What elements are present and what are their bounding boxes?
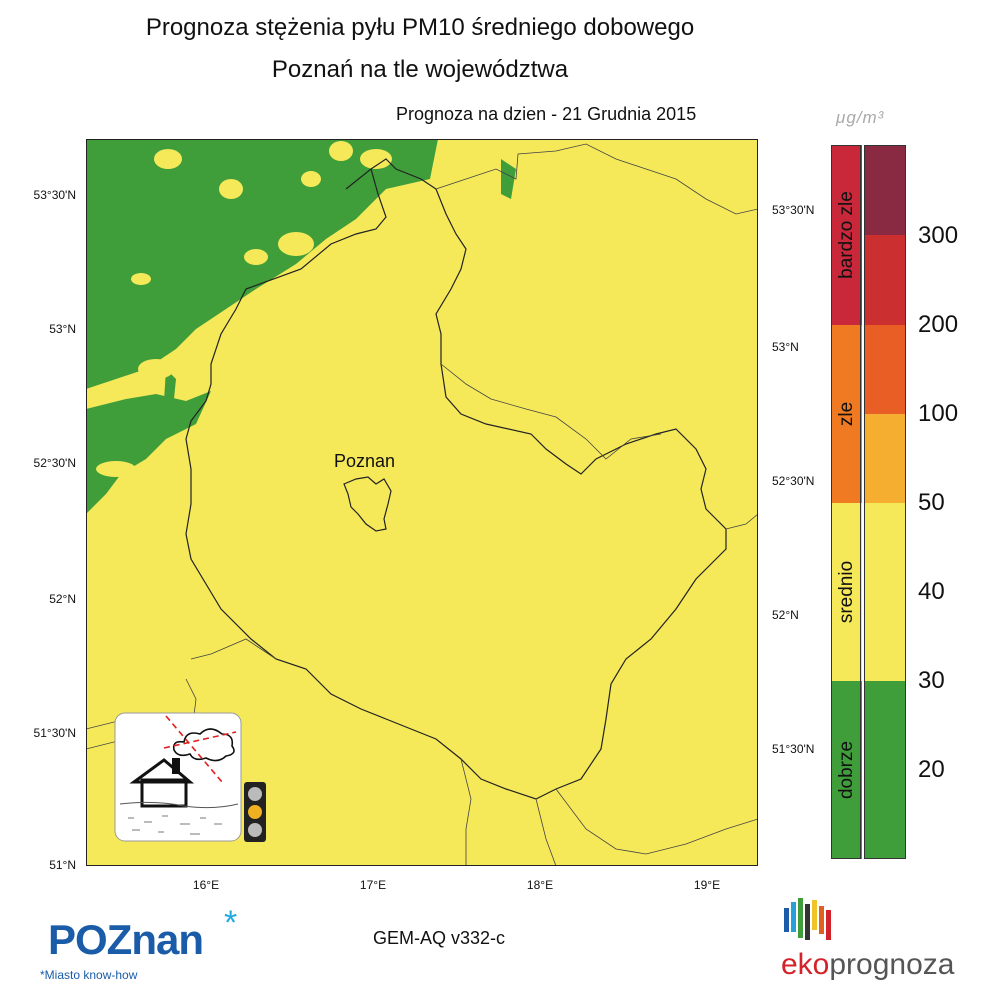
scale-segment bbox=[865, 325, 905, 414]
ekoprognoza-bars-icon bbox=[784, 898, 831, 940]
scale-segment bbox=[865, 681, 905, 859]
neighbor-border bbox=[435, 143, 758, 215]
poznan-tagline: *Miasto know-how bbox=[40, 968, 138, 982]
unit-label: μg/m³ bbox=[836, 108, 885, 127]
neighbor-border bbox=[555, 788, 758, 855]
lat-label-right: 52°N bbox=[772, 608, 799, 622]
voivodeship-border bbox=[185, 158, 727, 800]
neighbor-border bbox=[440, 363, 662, 460]
scale-tick: 100 bbox=[918, 400, 959, 427]
yellow-hole bbox=[131, 273, 151, 285]
map-frame bbox=[86, 139, 758, 866]
lat-label-left: 52°N bbox=[49, 592, 76, 606]
scale-tick: 40 bbox=[918, 578, 945, 605]
scale-segment bbox=[865, 503, 905, 681]
forecast-date: Prognoza na dzien - 21 Grudnia 2015 bbox=[396, 104, 697, 124]
scale-tick: 300 bbox=[918, 222, 959, 249]
lat-label-left: 52°30'N bbox=[33, 456, 76, 470]
lat-label-left: 51°30'N bbox=[33, 726, 76, 740]
neighbor-border bbox=[725, 513, 758, 530]
chart-subtitle: Poznań na tle województwa bbox=[271, 56, 569, 83]
yellow-hole bbox=[138, 359, 174, 379]
model-label: GEM-AQ v332-c bbox=[373, 928, 506, 948]
city-label: Poznan bbox=[334, 451, 395, 471]
smog-icon bbox=[114, 712, 266, 842]
green-patch-ne bbox=[501, 159, 516, 199]
legend-category-very-bad: bardzo zle bbox=[832, 145, 862, 325]
scale-segment bbox=[865, 235, 905, 325]
lat-label-right: 53°N bbox=[772, 340, 799, 354]
scale-tick: 200 bbox=[918, 311, 959, 338]
green-patch-w bbox=[164, 369, 176, 401]
lon-label: 19°E bbox=[693, 878, 721, 892]
yellow-hole bbox=[96, 461, 136, 477]
scale-tick: 20 bbox=[918, 756, 945, 783]
yellow-hole bbox=[329, 141, 353, 161]
lon-label: 16°E bbox=[192, 878, 220, 892]
lat-label-left: 53°N bbox=[49, 322, 76, 336]
scale-segment bbox=[865, 414, 905, 503]
chart-title: Prognoza stężenia pyłu PM10 średniego do… bbox=[145, 14, 695, 41]
legend-category-bad: zle bbox=[832, 325, 862, 503]
legend-category-good: dobrze bbox=[832, 681, 862, 859]
lon-label: 18°E bbox=[526, 878, 554, 892]
poznan-star-icon: * bbox=[224, 904, 238, 942]
legend-category-moderate: srednio bbox=[832, 503, 862, 681]
green-zone bbox=[86, 139, 438, 389]
scale-frame bbox=[864, 145, 906, 859]
lon-label: 17°E bbox=[359, 878, 387, 892]
poznan-logo: POZnan bbox=[48, 916, 204, 963]
yellow-hole bbox=[244, 249, 268, 265]
yellow-hole bbox=[219, 179, 243, 199]
scale-tick: 50 bbox=[918, 489, 945, 516]
legend-category-frame bbox=[831, 145, 861, 859]
lat-label-left: 51°N bbox=[49, 858, 76, 872]
lat-label-right: 53°30'N bbox=[772, 203, 815, 217]
ekoprognoza-logo: ekoprognoza bbox=[781, 948, 954, 982]
scale-segment bbox=[865, 145, 905, 235]
neighbor-border bbox=[460, 758, 557, 866]
ekoprognoza-logo-prognoza: prognoza bbox=[829, 948, 955, 981]
lat-label-right: 52°30'N bbox=[772, 474, 815, 488]
lat-label-right: 51°30'N bbox=[772, 742, 815, 756]
yellow-hole bbox=[360, 149, 392, 169]
poznan-city-outline bbox=[343, 476, 392, 532]
green-zone-south bbox=[86, 391, 211, 514]
yellow-hole bbox=[301, 171, 321, 187]
lat-label-left: 53°30'N bbox=[33, 188, 76, 202]
ekoprognoza-logo-eko: eko bbox=[781, 948, 830, 981]
yellow-hole bbox=[154, 149, 182, 169]
yellow-hole bbox=[278, 232, 314, 256]
scale-tick: 30 bbox=[918, 667, 945, 694]
